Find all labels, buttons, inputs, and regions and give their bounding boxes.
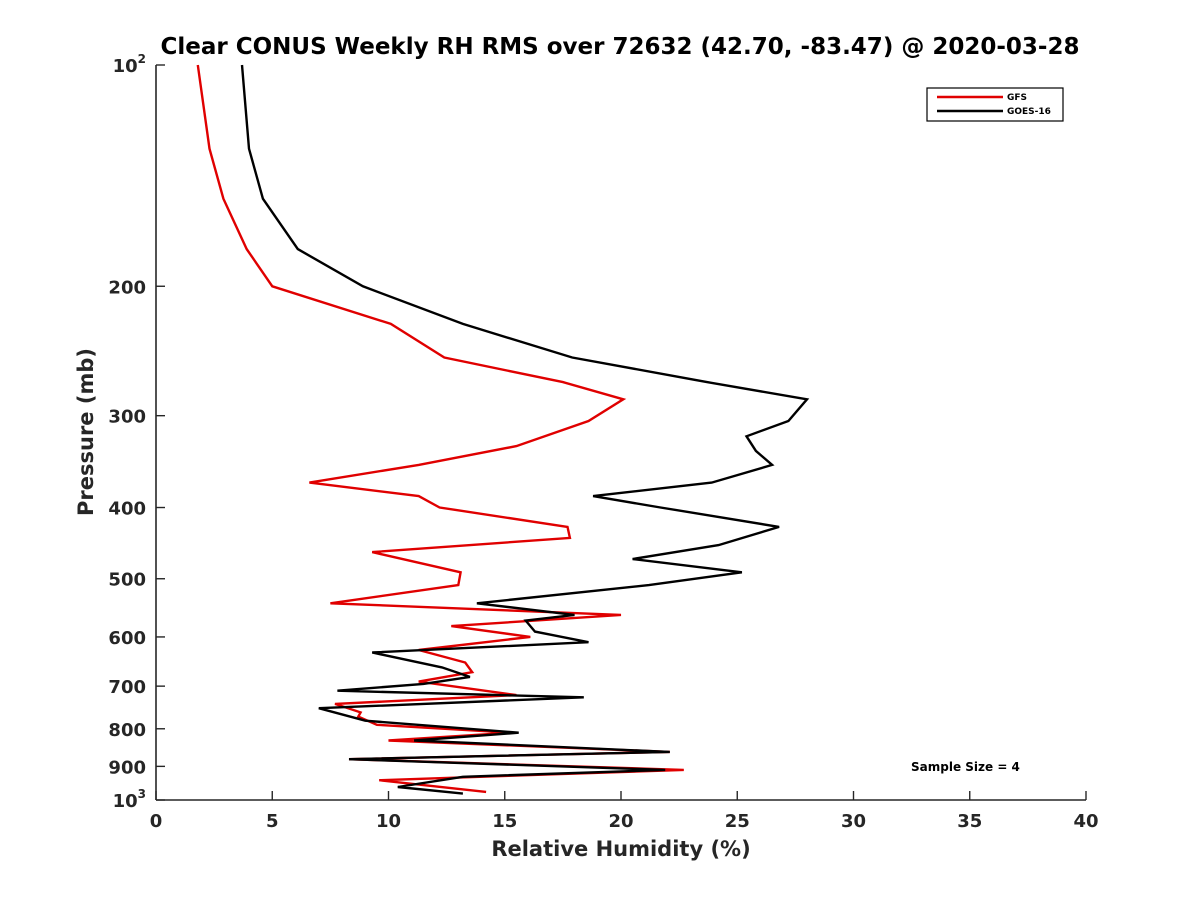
- y-tick-label: 700: [108, 677, 146, 698]
- x-tick-label: 5: [266, 811, 279, 832]
- chart-title: Clear CONUS Weekly RH RMS over 72632 (42…: [161, 34, 1080, 60]
- y-tick-label: 102: [113, 52, 146, 77]
- legend-label-goes16: GOES-16: [1007, 107, 1051, 117]
- y-tick-label: 500: [108, 570, 146, 591]
- y-tick-label: 800: [108, 720, 146, 741]
- legend-box: [926, 87, 1064, 122]
- y-tick-label: 600: [108, 628, 146, 649]
- legend-label-gfs: GFS: [1007, 93, 1027, 103]
- y-axis-label: Pressure (mb): [74, 348, 98, 516]
- x-tick-label: 35: [957, 811, 982, 832]
- series-line-goes-16: [240, 64, 810, 795]
- x-tick-label: 25: [725, 811, 750, 832]
- x-tick-label: 20: [608, 811, 633, 832]
- legend: GFS GOES-16: [926, 87, 1064, 122]
- series-layer: [196, 64, 810, 795]
- y-ticks: 102 200 300 400 500 600 700 800 900 103: [108, 52, 165, 812]
- y-tick-label: 200: [108, 277, 146, 298]
- y-tick-label: 300: [108, 407, 146, 428]
- x-tick-label: 40: [1073, 811, 1098, 832]
- x-ticks: 0 5 10 15 20 25 30 35 40: [150, 791, 1099, 832]
- sample-size-annotation: Sample Size = 4: [911, 760, 1020, 774]
- x-tick-label: 10: [376, 811, 401, 832]
- y-tick-label: 400: [108, 499, 146, 520]
- x-tick-label: 0: [150, 811, 163, 832]
- series-line-gfs: [196, 64, 684, 794]
- y-tick-label: 900: [108, 757, 146, 778]
- x-tick-label: 15: [492, 811, 517, 832]
- x-tick-label: 30: [841, 811, 866, 832]
- x-axis-label: Relative Humidity (%): [491, 837, 750, 861]
- y-tick-label: 103: [113, 787, 146, 812]
